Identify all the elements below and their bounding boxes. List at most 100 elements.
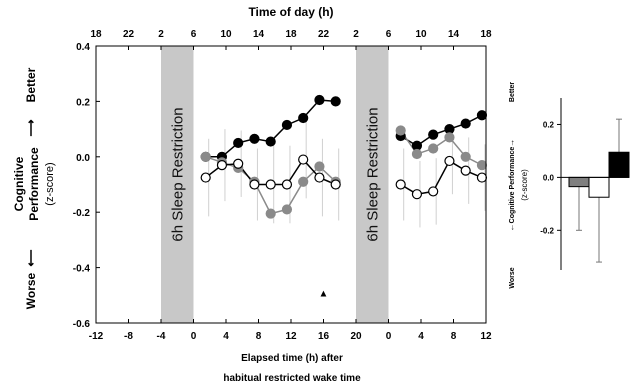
y-label-performance: Performance bbox=[27, 147, 41, 221]
bar-0 bbox=[568, 176, 590, 188]
series-2-point bbox=[233, 158, 244, 169]
sleep-band-0 bbox=[161, 46, 194, 323]
series-2-point bbox=[444, 155, 455, 167]
x-tick-label: 8 bbox=[451, 331, 457, 342]
series-2-point bbox=[200, 172, 211, 183]
series-0-point bbox=[233, 137, 244, 149]
series-1-point bbox=[428, 143, 439, 154]
top-tick-label: 22 bbox=[123, 29, 135, 40]
bar-error-bars bbox=[576, 118, 622, 263]
y-arrow-up: ⟶ bbox=[24, 119, 38, 136]
y-label-better: Better bbox=[24, 67, 38, 102]
x-tick-label: -12 bbox=[89, 331, 104, 342]
series-0-point bbox=[476, 110, 488, 121]
top-tick-label: 14 bbox=[448, 29, 460, 40]
bars bbox=[568, 151, 630, 198]
series-points bbox=[200, 94, 488, 219]
series-2-point bbox=[314, 172, 325, 183]
top-tick-label: 10 bbox=[415, 29, 427, 40]
sleep-band-label-1: 6h Sleep Restriction bbox=[364, 107, 381, 241]
top-tick-label: 6 bbox=[386, 29, 392, 40]
bar-y-label-unit: (z-score) bbox=[520, 169, 529, 201]
series-1-point bbox=[265, 208, 276, 219]
y-tick-label: -0.4 bbox=[73, 264, 91, 275]
series-0-point bbox=[460, 118, 471, 129]
series-0-point bbox=[281, 119, 293, 131]
x-axis-title: Elapsed time (h) after bbox=[241, 353, 343, 364]
bar-y-tick-label: 0.2 bbox=[543, 120, 555, 129]
series-2-point bbox=[395, 179, 406, 190]
series-2-point bbox=[249, 179, 260, 190]
sleep-restriction-bands: 6h Sleep Restriction 6h Sleep Restriction bbox=[161, 46, 389, 323]
series-2-point bbox=[265, 179, 276, 190]
sleep-band-1 bbox=[356, 46, 389, 323]
bar-y-label-main: ←Cognitive Performance→ bbox=[507, 139, 516, 232]
y-label-unit: (z-score) bbox=[44, 162, 56, 205]
bar-2 bbox=[608, 151, 630, 178]
series-1-point bbox=[200, 151, 211, 162]
series-2-line-1 bbox=[400, 159, 483, 195]
top-tick-label: 22 bbox=[318, 29, 330, 40]
top-tick-label: 10 bbox=[220, 29, 232, 40]
series-2-point bbox=[281, 179, 293, 190]
bar-y-tick-label: 0.0 bbox=[543, 173, 555, 182]
series-1-point bbox=[411, 148, 423, 160]
series-1-point bbox=[476, 160, 488, 171]
series-0-point bbox=[330, 96, 341, 107]
y-axis-title: Better ⟶ Cognitive Performance (z-score)… bbox=[12, 67, 56, 309]
x-tick-label: 8 bbox=[256, 331, 262, 342]
x-tick-label: 12 bbox=[285, 331, 297, 342]
top-axis-title: Time of day (h) bbox=[248, 5, 333, 19]
x-axis-title-line2: habitual restricted wake time bbox=[223, 373, 361, 384]
main-line-chart: 6h Sleep Restriction 6h Sleep Restriction… bbox=[12, 5, 492, 384]
bar-y-tick-label: -0.2 bbox=[540, 226, 554, 235]
series-0-point bbox=[444, 124, 455, 135]
top-tick-label: 18 bbox=[480, 29, 492, 40]
series-2-point bbox=[330, 179, 341, 190]
series-0-point bbox=[428, 129, 439, 140]
series-2-point bbox=[428, 186, 439, 197]
x-tick-label: -8 bbox=[124, 331, 133, 342]
x-tick-label: 0 bbox=[386, 331, 392, 342]
x-tick-label: -4 bbox=[157, 331, 166, 342]
series-0-point bbox=[249, 133, 260, 144]
sleep-band-label-0: 6h Sleep Restriction bbox=[169, 107, 186, 241]
x-tick-label: 4 bbox=[418, 331, 424, 342]
x-tick-label: 12 bbox=[480, 331, 492, 342]
top-tick-label: 18 bbox=[90, 29, 102, 40]
top-tick-label: 2 bbox=[353, 29, 359, 40]
series-0-point bbox=[265, 136, 276, 147]
y-label-worse: Worse bbox=[24, 272, 38, 309]
y-arrow-down: ⟵ bbox=[24, 249, 38, 266]
bar-axis: 0.2 0.0 -0.2 bbox=[540, 98, 629, 270]
series-1-point bbox=[281, 204, 293, 215]
series-0-point bbox=[298, 112, 309, 124]
top-tick-label: 2 bbox=[158, 29, 164, 40]
y-tick-label: -0.2 bbox=[73, 208, 91, 219]
y-tick-label: 0.2 bbox=[76, 97, 90, 108]
marker-triangle: ▲ bbox=[319, 289, 329, 300]
series-0-line-1 bbox=[400, 114, 483, 147]
series-1-point bbox=[298, 176, 309, 187]
series-0-point bbox=[411, 140, 423, 151]
bar-1 bbox=[588, 176, 610, 198]
series-2-point bbox=[298, 154, 309, 165]
series-2-point bbox=[411, 189, 423, 200]
series-2-point bbox=[216, 160, 228, 171]
series-1-point bbox=[395, 125, 406, 136]
series-1-point bbox=[460, 151, 471, 162]
series-0-point bbox=[314, 94, 325, 106]
y-tick-label: 0.0 bbox=[76, 153, 90, 164]
y-tick-label: 0.4 bbox=[76, 42, 90, 53]
series-2-point bbox=[460, 165, 471, 176]
y-label-cognitive: Cognitive bbox=[12, 156, 26, 211]
top-tick-label: 18 bbox=[285, 29, 297, 40]
series-1-point bbox=[314, 161, 325, 172]
series-1-point bbox=[444, 132, 455, 143]
top-tick-label: 14 bbox=[253, 29, 265, 40]
x-tick-label: 4 bbox=[223, 331, 229, 342]
x-tick-label: 0 bbox=[191, 331, 197, 342]
series-2-point bbox=[476, 172, 488, 183]
